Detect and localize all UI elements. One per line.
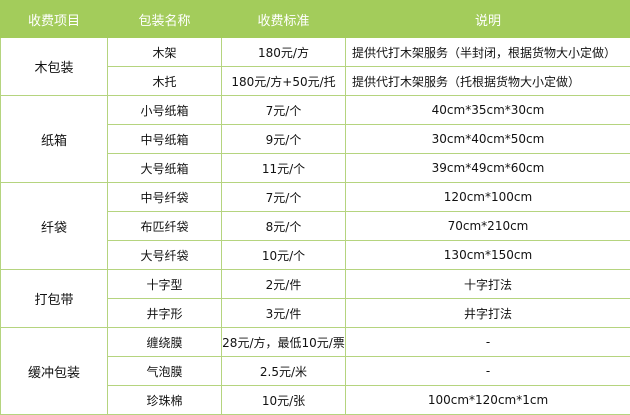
category-cell: 木包装 xyxy=(1,38,108,96)
description-cell: - xyxy=(346,357,630,386)
category-cell: 纤袋 xyxy=(1,183,108,270)
package-name-cell: 大号纸箱 xyxy=(108,154,222,183)
fee-cell: 9元/个 xyxy=(222,125,346,154)
description-cell: 40cm*35cm*30cm xyxy=(346,96,630,125)
description-cell: - xyxy=(346,328,630,357)
category-cell: 纸箱 xyxy=(1,96,108,183)
description-cell: 120cm*100cm xyxy=(346,183,630,212)
fee-cell: 180元/方+50元/托 xyxy=(222,67,346,96)
header-category: 收费项目 xyxy=(1,1,108,38)
header-row: 收费项目 包装名称 收费标准 说明 xyxy=(1,1,630,38)
package-name-cell: 中号纤袋 xyxy=(108,183,222,212)
fee-cell: 180元/方 xyxy=(222,38,346,67)
fee-cell: 8元/个 xyxy=(222,212,346,241)
header-fee: 收费标准 xyxy=(222,1,346,38)
package-name-cell: 小号纸箱 xyxy=(108,96,222,125)
fee-cell: 2.5元/米 xyxy=(222,357,346,386)
category-cell: 缓冲包装 xyxy=(1,328,108,415)
description-cell: 提供代打木架服务（托根据货物大小定做） xyxy=(346,67,630,96)
fee-cell: 28元/方，最低10元/票 xyxy=(222,328,346,357)
package-name-cell: 布匹纤袋 xyxy=(108,212,222,241)
fee-cell: 10元/张 xyxy=(222,386,346,415)
package-name-cell: 井字形 xyxy=(108,299,222,328)
description-cell: 十字打法 xyxy=(346,270,630,299)
package-name-cell: 缠绕膜 xyxy=(108,328,222,357)
fee-cell: 3元/件 xyxy=(222,299,346,328)
package-name-cell: 十字型 xyxy=(108,270,222,299)
description-cell: 30cm*40cm*50cm xyxy=(346,125,630,154)
package-name-cell: 气泡膜 xyxy=(108,357,222,386)
package-name-cell: 珍珠棉 xyxy=(108,386,222,415)
description-cell: 100cm*120cm*1cm xyxy=(346,386,630,415)
fee-cell: 2元/件 xyxy=(222,270,346,299)
header-package-name: 包装名称 xyxy=(108,1,222,38)
package-name-cell: 木架 xyxy=(108,38,222,67)
fee-cell: 10元/个 xyxy=(222,241,346,270)
package-name-cell: 木托 xyxy=(108,67,222,96)
description-cell: 井字打法 xyxy=(346,299,630,328)
description-cell: 39cm*49cm*60cm xyxy=(346,154,630,183)
fee-cell: 11元/个 xyxy=(222,154,346,183)
description-cell: 130cm*150cm xyxy=(346,241,630,270)
description-cell: 70cm*210cm xyxy=(346,212,630,241)
fee-cell: 7元/个 xyxy=(222,96,346,125)
description-cell: 提供代打木架服务（半封闭，根据货物大小定做） xyxy=(346,38,630,67)
category-cell: 打包带 xyxy=(1,270,108,328)
package-name-cell: 中号纸箱 xyxy=(108,125,222,154)
fee-cell: 7元/个 xyxy=(222,183,346,212)
header-description: 说明 xyxy=(346,1,630,38)
package-name-cell: 大号纤袋 xyxy=(108,241,222,270)
